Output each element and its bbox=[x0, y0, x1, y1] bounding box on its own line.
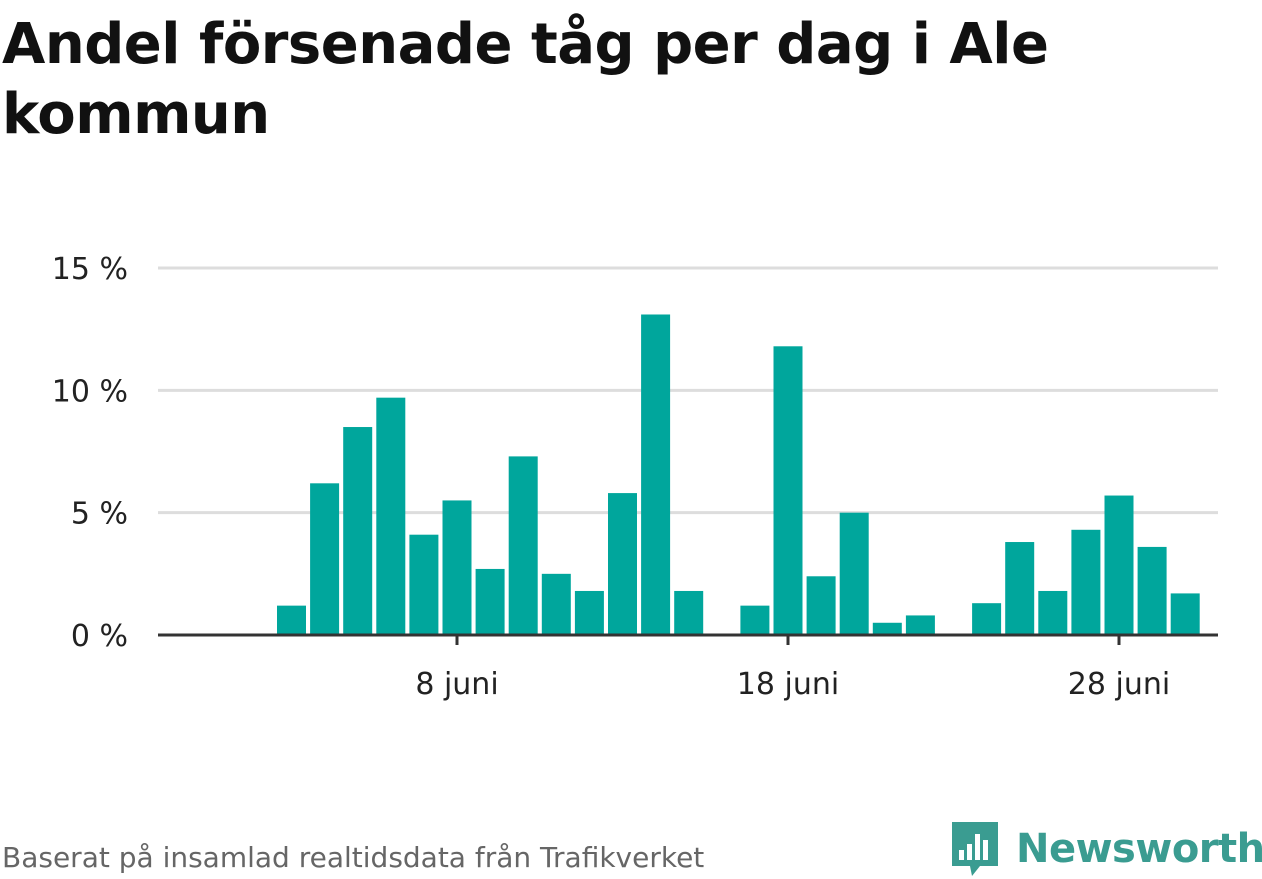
y-tick-label: 15 % bbox=[52, 252, 128, 287]
bar bbox=[343, 427, 373, 635]
bar bbox=[508, 456, 538, 635]
bar bbox=[1104, 495, 1134, 635]
bar bbox=[541, 573, 571, 635]
bar bbox=[773, 346, 803, 635]
bars bbox=[277, 314, 1200, 635]
bar bbox=[475, 568, 505, 635]
bar bbox=[905, 615, 935, 635]
bar bbox=[310, 483, 340, 635]
bar bbox=[277, 605, 306, 635]
x-tick-label: 8 juni bbox=[415, 667, 498, 702]
axes: 0 % 5 % 10 % 15 % 8 juni 18 juni 28 juni bbox=[52, 252, 1218, 702]
bar bbox=[740, 605, 770, 635]
source-note: Baserat på insamlad realtidsdata från Tr… bbox=[2, 841, 705, 874]
bar bbox=[574, 590, 604, 635]
bar bbox=[839, 512, 869, 635]
newsworthy-logo-icon bbox=[952, 822, 998, 876]
bar bbox=[409, 534, 439, 635]
bar bbox=[674, 590, 704, 635]
bar bbox=[972, 603, 1002, 635]
brand-name: Newsworthy bbox=[1016, 826, 1262, 872]
bar bbox=[442, 500, 472, 635]
bar bbox=[806, 576, 836, 635]
y-tick-label: 0 % bbox=[71, 619, 128, 654]
bar bbox=[872, 622, 902, 635]
bar bbox=[608, 493, 637, 635]
brand[interactable]: Newsworthy bbox=[950, 818, 1262, 879]
bar bbox=[376, 397, 406, 635]
bar bbox=[1038, 590, 1068, 635]
bar bbox=[1005, 542, 1035, 635]
bar bbox=[1170, 593, 1200, 635]
bar bbox=[641, 314, 671, 635]
bar bbox=[1137, 546, 1167, 635]
x-tick-label: 28 juni bbox=[1068, 667, 1170, 702]
y-tick-label: 5 % bbox=[71, 497, 128, 532]
x-tick-label: 18 juni bbox=[737, 667, 839, 702]
y-tick-label: 10 % bbox=[52, 374, 128, 409]
gridlines bbox=[158, 266, 1218, 515]
bar bbox=[1071, 529, 1101, 635]
chart-title: Andel försenade tåg per dag i Ale kommun bbox=[2, 12, 1049, 147]
